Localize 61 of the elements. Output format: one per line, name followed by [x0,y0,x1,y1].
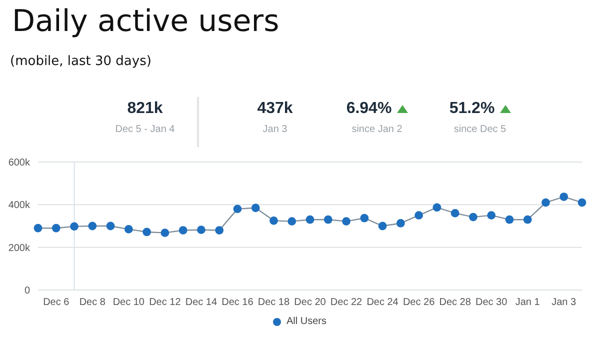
point [450,209,460,218]
legend-label: All Users [285,316,326,327]
point [378,222,387,230]
point [396,219,405,228]
point [469,212,478,222]
point [34,224,42,232]
x-tick-label: Dec 6 [43,297,70,308]
text: Dec 5 - Jan 4 [114,124,176,135]
x-tick-label: Dec 20 [294,297,326,308]
point [251,204,260,212]
y-tick-label: 600k [8,158,31,169]
point [414,211,423,220]
point [197,226,206,234]
y-tick-label: 400k [8,200,31,212]
point [432,203,442,212]
point [487,211,496,220]
point [52,224,60,232]
point [360,214,369,222]
text: since Dec 5 [452,124,508,135]
x-tick-label: Dec 26 [402,297,436,308]
x-tick-label: Jan 3 [552,297,577,308]
point [505,215,514,224]
point [560,192,568,201]
x-tick-label: Dec 24 [366,297,399,308]
x-tick-label: Dec 22 [330,297,363,308]
x-tick-label: Dec 30 [475,297,508,308]
chart-subtitle: (mobile, last 30 days) [10,54,152,69]
point [523,215,532,224]
text: since Jan 2 [350,124,404,135]
point [88,222,97,230]
point [233,204,242,214]
x-tick-label: Dec 14 [185,297,218,308]
x-tick-label: Dec 28 [439,297,472,308]
point [542,198,550,207]
y-tick-label: 200k [8,242,31,254]
point [288,217,296,226]
x-tick-label: Dec 16 [222,297,254,308]
point [578,198,586,207]
chart-title: Daily active users [12,4,280,39]
point [270,216,278,225]
text: 821k [127,100,163,118]
point [106,222,115,230]
text: 437k [257,100,293,118]
text: 6.94% [346,100,392,118]
point [160,228,170,238]
point [70,222,78,231]
x-tick-label: Jan 1 [515,297,540,308]
point [178,226,188,234]
point [215,226,224,234]
x-tick-label: Dec 10 [112,297,145,308]
x-tick-label: Dec 12 [149,297,182,308]
y-tick-label: 0 [24,286,30,297]
text: 51.2% [449,100,495,118]
text: Jan 3 [262,124,288,135]
x-tick-label: Dec 8 [79,297,106,308]
point [342,217,350,226]
point [306,215,314,224]
x-tick-label: Dec 18 [258,297,290,308]
point [324,215,332,224]
point [142,228,151,236]
point [124,225,133,234]
